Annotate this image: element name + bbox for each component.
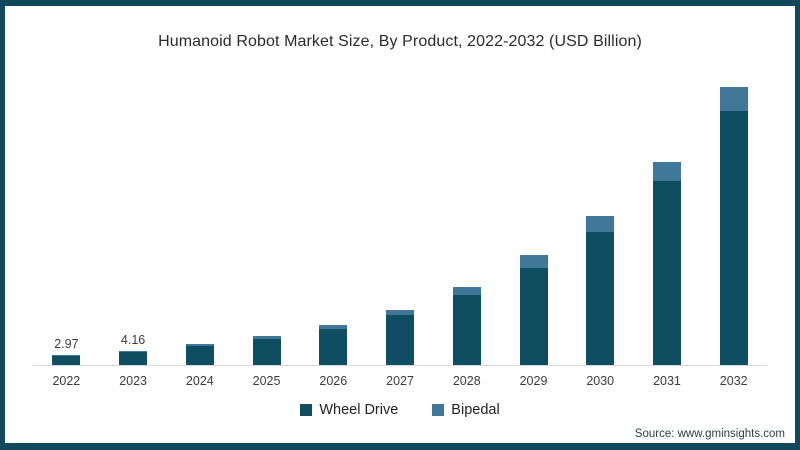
- bar-column: [433, 65, 500, 365]
- bar-stack: [185, 344, 214, 365]
- x-axis-label: 2024: [185, 374, 214, 388]
- bar-stack: [119, 351, 148, 365]
- legend-item-bipedal: Bipedal: [432, 402, 500, 418]
- bar-segment-wheel-drive: [185, 346, 214, 365]
- legend: Wheel Drive Bipedal: [5, 402, 795, 418]
- bar-segment-wheel-drive: [119, 352, 148, 365]
- bar-column: [634, 65, 701, 365]
- bar-segment-bipedal: [52, 355, 81, 356]
- bar-segment-bipedal: [719, 87, 748, 111]
- bar-stack: [386, 310, 415, 365]
- x-axis-label: 2029: [519, 374, 548, 388]
- bar-stack: [652, 162, 681, 365]
- wheel-drive-swatch-icon: [300, 404, 313, 416]
- legend-label-wheel-drive: Wheel Drive: [319, 402, 399, 418]
- bar-segment-wheel-drive: [52, 356, 81, 365]
- legend-label-bipedal: Bipedal: [451, 402, 500, 418]
- x-axis-label: 2025: [252, 374, 281, 388]
- bar-column: [300, 65, 367, 365]
- x-axis-label: 2031: [653, 374, 681, 388]
- x-axis-label: 2030: [586, 374, 615, 388]
- chart-title: Humanoid Robot Market Size, By Product, …: [158, 33, 642, 50]
- bar-stack: [719, 87, 748, 365]
- bar-segment-bipedal: [319, 325, 348, 329]
- legend-item-wheel-drive: Wheel Drive: [300, 402, 398, 418]
- bar-segment-bipedal: [252, 336, 281, 339]
- bar-column: [500, 65, 567, 365]
- x-axis-label: 2032: [719, 374, 748, 388]
- bar-segment-wheel-drive: [319, 329, 348, 365]
- bars-container: 2.97 4.16: [33, 65, 767, 365]
- bar-segment-wheel-drive: [719, 111, 748, 365]
- bar-column: [367, 65, 434, 365]
- bar-column: [233, 65, 300, 365]
- bar-value-label: 4.16: [120, 333, 146, 347]
- bar-segment-wheel-drive: [586, 232, 615, 365]
- bar-segment-wheel-drive: [652, 181, 681, 365]
- x-axis-line: [33, 365, 767, 366]
- bar-segment-wheel-drive: [452, 295, 481, 365]
- bar-segment-bipedal: [119, 351, 148, 352]
- bar-value-label: 2.97: [54, 337, 79, 351]
- bar-segment-bipedal: [519, 255, 548, 268]
- bar-segment-wheel-drive: [519, 268, 548, 365]
- x-axis-label: 2023: [119, 374, 147, 388]
- bar-stack: [452, 287, 481, 365]
- source-note: Source: www.gminsights.com: [634, 428, 785, 440]
- bipedal-swatch-icon: [432, 404, 445, 416]
- plot-area: 2.97 4.16 2022 2023 2024 2025 2026 2027 2028 202…: [33, 65, 767, 388]
- bar-stack: [52, 355, 81, 365]
- x-axis-label: 2026: [319, 374, 348, 388]
- x-axis-label: 2027: [386, 374, 414, 388]
- bar-column: [567, 65, 634, 365]
- bar-column: [700, 65, 767, 365]
- bar-column: [166, 65, 233, 365]
- bar-column: 2.97: [33, 65, 100, 365]
- x-axis-labels: 2022 2023 2024 2025 2026 2027 2028 2029 2030 2031…: [33, 374, 767, 388]
- bar-segment-bipedal: [452, 287, 481, 295]
- x-axis-label: 2022: [52, 374, 81, 388]
- bar-segment-bipedal: [386, 310, 415, 315]
- bar-segment-bipedal: [652, 162, 681, 181]
- bar-segment-wheel-drive: [386, 315, 415, 365]
- bar-stack: [519, 255, 548, 365]
- bar-column: 4.16: [100, 65, 167, 365]
- x-axis-label: 2028: [452, 374, 481, 388]
- bar-segment-bipedal: [586, 216, 615, 232]
- bar-segment-bipedal: [185, 344, 214, 346]
- bar-stack: [319, 325, 348, 365]
- bar-stack: [586, 216, 615, 365]
- bar-stack: [252, 336, 281, 365]
- bar-segment-wheel-drive: [252, 339, 281, 365]
